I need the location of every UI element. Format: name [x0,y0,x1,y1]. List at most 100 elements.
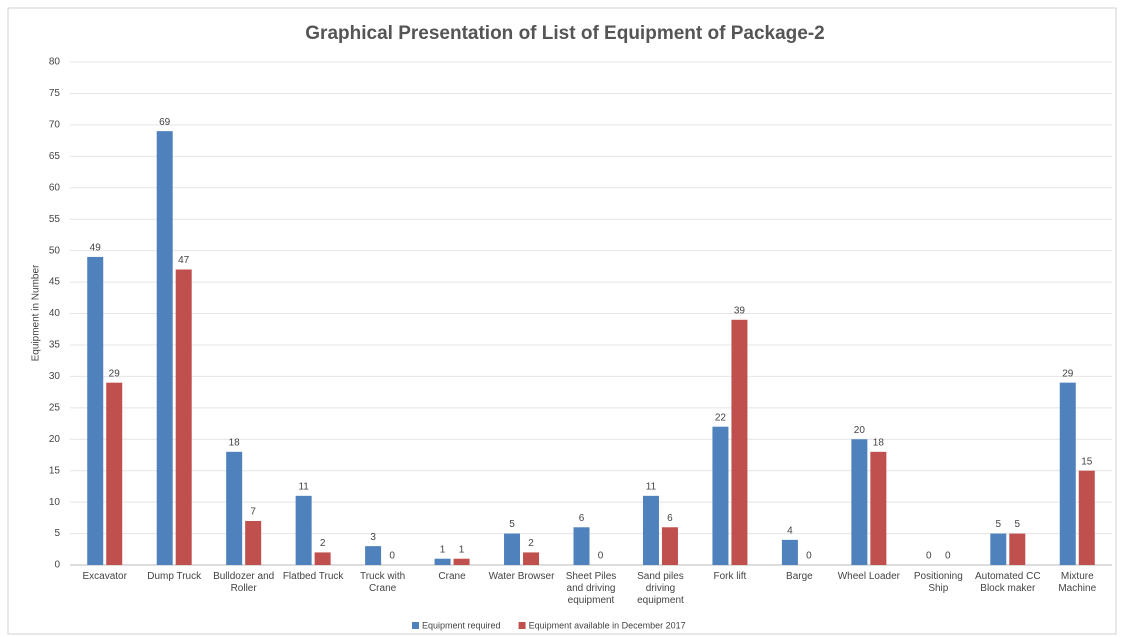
x-tick-label-box: Dump Truck [147,571,201,582]
data-label: 7 [250,507,256,518]
x-tick-label: Automated CC Block maker [974,571,1041,594]
data-label: 0 [598,551,604,562]
x-tick-label: Positioning Ship [913,571,963,594]
y-axis-label: Equipment in Number [31,264,42,361]
chart-border [7,7,1117,635]
x-tick-label-box: Water Browser [488,571,555,582]
bar [1009,533,1026,565]
x-tick-label-box: Sheet Piles and driving equipment [565,571,617,606]
y-tick-label: 65 [49,151,61,162]
data-label: 5 [996,519,1002,530]
x-tick-label: Truck with Crane [359,571,406,594]
data-label: 18 [229,437,241,448]
data-label: 20 [854,425,866,436]
x-tick-label-box: Fork lift [713,571,747,582]
bar [314,552,331,565]
legend-label: Equipment available in December 2017 [529,620,686,630]
bar [870,451,887,565]
x-tick-label: Fork lift [713,571,747,582]
data-label: 4 [787,525,793,536]
bar [295,495,312,565]
bar [245,520,262,565]
bar [1078,470,1095,565]
data-label: 39 [734,305,746,316]
bar [226,451,243,565]
x-tick-label: Bulldozer and Roller [213,571,275,594]
bar [990,533,1007,565]
bar [781,539,798,565]
x-tick-label-box: Flatbed Truck [282,571,344,582]
bar [365,546,382,565]
x-tick-label: Sheet Piles and driving equipment [565,571,617,606]
y-tick-label: 15 [49,465,61,476]
data-label: 11 [298,481,309,492]
legend-swatch [412,622,419,629]
y-tick-label: 20 [49,434,61,445]
y-tick-label: 5 [54,528,60,539]
x-tick-label-box: Mixture Machine [1058,571,1097,594]
y-tick-label: 60 [49,182,61,193]
data-label: 2 [320,538,326,549]
data-label: 69 [159,117,171,128]
x-tick-label: Sand piles driving equipment [637,571,684,606]
bar [175,269,192,565]
y-tick-label: 80 [49,57,61,68]
bar [661,527,678,565]
legend-label: Equipment required [422,620,501,630]
data-label: 6 [579,513,585,524]
data-label: 6 [667,513,673,524]
data-label: 3 [370,532,376,543]
bar [731,319,748,565]
y-tick-label: 70 [49,120,61,131]
x-tick-label-box: Automated CC Block maker [974,571,1041,594]
chart-title: Graphical Presentation of List of Equipm… [305,23,824,44]
x-tick-label-box: Positioning Ship [913,571,963,594]
x-tick-label: Flatbed Truck [282,571,344,582]
data-label: 0 [926,551,932,562]
data-label: 1 [459,544,465,555]
bar [156,131,173,565]
y-tick-label: 50 [49,245,61,256]
bar [642,495,659,565]
x-tick-label-box: Sand piles driving equipment [637,571,684,606]
y-tick-label: 75 [49,88,61,99]
data-label: 0 [945,551,951,562]
x-tick-label-box: Bulldozer and Roller [213,571,275,594]
data-label: 1 [440,544,446,555]
data-label: 11 [646,481,657,492]
y-tick-label: 35 [49,340,61,351]
bar [523,552,540,565]
x-tick-label-box: Wheel Loader [837,571,900,582]
data-label: 47 [178,255,190,266]
data-label: 5 [509,519,515,530]
bar [106,382,123,565]
data-label: 15 [1081,456,1093,467]
x-tick-label-box: Crane [438,571,466,582]
data-label: 0 [806,551,812,562]
bar [851,439,868,565]
data-label: 5 [1015,519,1021,530]
data-label: 49 [90,243,102,254]
x-tick-label-box: Truck with Crane [359,571,406,594]
bar [87,256,104,565]
bar [434,558,451,565]
bar [453,558,470,565]
x-tick-label-box: Barge [786,571,813,582]
x-tick-label: Excavator [82,571,127,582]
bar [504,533,521,565]
legend-swatch [518,622,526,629]
x-tick-label: Mixture Machine [1058,571,1097,594]
y-tick-label: 25 [49,402,61,413]
data-label: 18 [873,437,885,448]
y-tick-label: 30 [49,371,61,382]
x-tick-label: Crane [438,571,466,582]
y-tick-label: 40 [49,308,61,319]
y-tick-label: 55 [49,214,61,225]
data-label: 29 [1062,368,1074,379]
x-tick-label: Water Browser [488,571,555,582]
data-label: 2 [528,538,534,549]
data-label: 22 [715,412,727,423]
x-tick-label: Wheel Loader [837,571,900,582]
